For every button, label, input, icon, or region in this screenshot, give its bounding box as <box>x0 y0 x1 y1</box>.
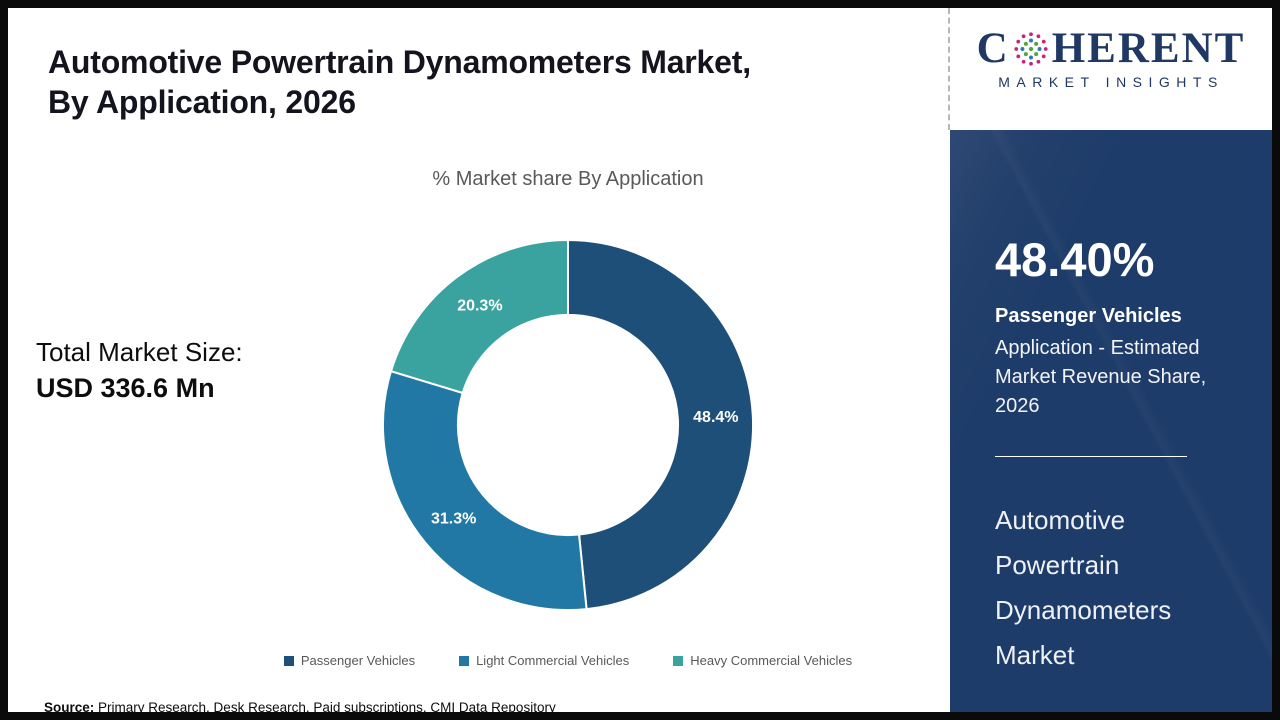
legend-swatch-icon <box>459 655 470 666</box>
sidebar-stat-title: Passenger Vehicles <box>995 305 1182 327</box>
chart-title: % Market share By Application <box>432 168 704 190</box>
source-line: Source: Primary Research, Desk Research,… <box>44 700 556 715</box>
total-market-size-value: USD 336.6 Mn <box>36 373 215 403</box>
legend-label: Passenger Vehicles <box>300 653 416 668</box>
legend-item: Light Commercial Vehicles <box>459 653 629 668</box>
legend-item: Heavy Commercial Vehicles <box>673 653 852 668</box>
logo-area: C HERENT MARKET IN <box>950 8 1272 130</box>
sidebar-stat-value: 48.40% <box>995 233 1155 286</box>
donut-data-label: 31.3% <box>431 511 476 528</box>
donut-svg: 48.4% 31.3% 20.3% <box>382 238 755 611</box>
donut-data-label: 20.3% <box>457 298 502 315</box>
source-label: Source: <box>44 700 95 715</box>
page-title-line1: Automotive Powertrain Dynamometers Marke… <box>48 44 751 80</box>
donut-chart: 48.4% 31.3% 20.3% <box>378 235 758 615</box>
logo-wordmark: C HERENT <box>977 26 1246 72</box>
coherent-globe-icon <box>1014 32 1048 66</box>
sidebar-divider-line <box>995 456 1187 457</box>
total-market-size-label: Total Market Size: <box>36 337 243 367</box>
sidebar-market-name: Automotive Powertrain Dynamometers Marke… <box>995 505 1172 670</box>
donut-segment-1 <box>567 238 755 611</box>
legend-swatch-icon <box>283 655 294 666</box>
legend-label: Light Commercial Vehicles <box>476 653 630 668</box>
sidebar-stat-description: Application - Estimated Market Revenue S… <box>995 337 1207 417</box>
donut-segment-3 <box>389 238 569 395</box>
donut-data-label: 48.4% <box>693 409 738 426</box>
coherent-logo: C HERENT MARKET IN <box>950 26 1272 91</box>
source-text: Primary Research, Desk Research, Paid su… <box>98 700 556 715</box>
legend-item: Passenger Vehicles <box>283 653 416 668</box>
page-title: Automotive Powertrain Dynamometers Marke… <box>48 42 928 122</box>
legend-label: Heavy Commercial Vehicles <box>690 653 853 668</box>
dashed-divider-line <box>948 8 950 130</box>
chart-legend: Passenger Vehicles Light Commercial Vehic… <box>188 653 948 668</box>
donut-segment-2 <box>382 369 588 611</box>
total-market-size-block: Total Market Size: USD 336.6 Mn <box>36 334 243 406</box>
page-title-line2: By Application, 2026 <box>48 84 356 120</box>
logo-letters-herent: HERENT <box>1051 25 1246 72</box>
legend-swatch-icon <box>673 655 684 666</box>
logo-tagline: MARKET INSIGHTS <box>998 74 1224 90</box>
highlight-sidebar: 48.40% Passenger Vehicles Application - … <box>950 130 1272 712</box>
main-content-area: Automotive Powertrain Dynamometers Marke… <box>8 8 950 715</box>
logo-letter-c: C <box>976 25 1010 72</box>
